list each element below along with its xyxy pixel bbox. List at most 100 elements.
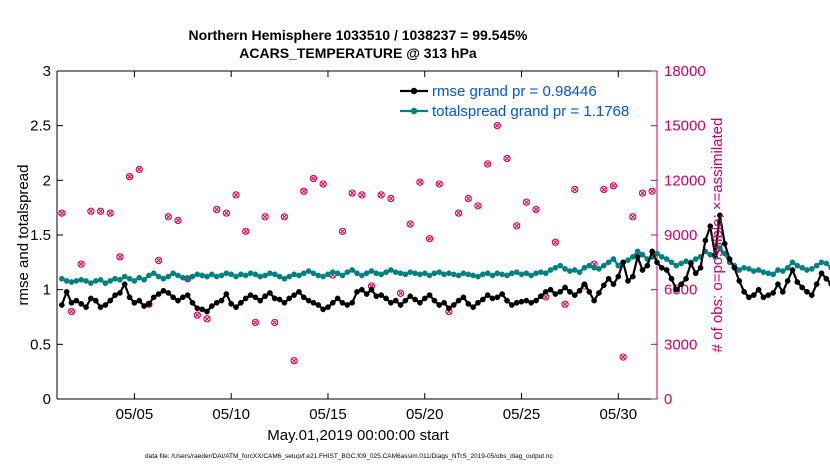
obs-count-point: [242, 227, 250, 236]
obs-assimilated-marker: [455, 210, 462, 216]
left-y-tick-label: 3: [43, 63, 51, 80]
totalspread-point: [112, 275, 118, 282]
obs-assimilated-marker: [562, 301, 568, 307]
obs-assimilated-marker: [436, 181, 443, 187]
rmse-point: [813, 281, 820, 288]
obs-count-point: [77, 260, 85, 268]
rmse-point: [804, 289, 810, 295]
obs-assimilated-marker: [523, 199, 530, 205]
totalspread-point: [305, 268, 312, 274]
rmse-point: [770, 290, 776, 296]
rmse-point: [688, 260, 694, 267]
obs-possible-marker: [164, 213, 172, 221]
obs-possible-marker: [387, 194, 395, 203]
rmse-point: [634, 254, 641, 260]
rmse-point: [97, 304, 104, 311]
obs-possible-marker: [116, 253, 124, 261]
totalspread-series: [58, 245, 830, 286]
totalspread-point: [692, 256, 699, 262]
obs-assimilated-marker: [465, 195, 472, 202]
totalspread-point: [673, 262, 680, 269]
rmse-point: [450, 302, 457, 308]
totalspread-point: [58, 275, 65, 282]
totalspread-point: [586, 262, 593, 269]
totalspread-point: [363, 270, 370, 277]
obs-possible-marker: [503, 154, 511, 163]
obs-assimilated-marker: [407, 221, 413, 227]
rmse-point: [78, 301, 85, 307]
rmse-point: [184, 292, 191, 298]
obs-assimilated-marker: [204, 316, 210, 322]
rmse-point: [325, 304, 331, 311]
rmse-point: [596, 290, 602, 296]
rmse-point: [107, 297, 114, 304]
rmse-point: [339, 299, 346, 306]
obs-possible-marker: [125, 173, 134, 181]
rmse-point: [436, 302, 443, 308]
rmse-point: [600, 282, 607, 289]
totalspread-point: [388, 267, 394, 273]
totalspread-point: [494, 270, 501, 277]
rmse-point: [625, 278, 631, 284]
totalspread-point: [131, 278, 138, 284]
obs-count-point: [503, 154, 511, 163]
totalspread-point: [242, 272, 249, 279]
totalspread-point: [446, 270, 452, 277]
totalspread-point: [325, 271, 331, 278]
obs-assimilated-marker: [504, 155, 510, 162]
obs-possible-marker: [435, 180, 443, 188]
obs-count-point: [338, 227, 347, 236]
obs-count-point: [116, 253, 124, 261]
obs-count-point: [174, 216, 182, 225]
obs-count-series: [58, 122, 656, 365]
rmse-point: [189, 299, 196, 306]
rmse-point: [179, 294, 186, 301]
rmse-point: [242, 295, 249, 302]
obs-assimilated-marker: [339, 228, 346, 235]
obs-count-point: [300, 187, 308, 195]
totalspread-point: [392, 269, 399, 276]
obs-count-point: [425, 234, 434, 243]
obs-count-point: [513, 222, 521, 230]
obs-count-point: [551, 238, 560, 246]
obs-possible-marker: [551, 238, 560, 246]
totalspread-point: [518, 271, 525, 278]
obs-assimilated-marker: [610, 183, 617, 189]
obs-count-point: [358, 191, 366, 199]
rmse-point: [446, 305, 452, 312]
totalspread-point: [63, 278, 70, 284]
rmse-point: [533, 297, 539, 304]
obs-assimilated-marker: [475, 203, 481, 209]
totalspread-point: [794, 262, 801, 269]
legend-rmse-label: rmse grand pr = 0.98446: [432, 83, 597, 100]
totalspread-point: [296, 272, 302, 279]
obs-count-point: [609, 182, 618, 190]
obs-assimilated-marker: [513, 223, 520, 229]
rmse-point: [150, 294, 157, 301]
obs-possible-marker: [416, 178, 424, 186]
rmse-point: [726, 256, 733, 262]
totalspread-point: [247, 270, 254, 277]
totalspread-point: [605, 259, 612, 266]
rmse-point: [300, 294, 307, 301]
totalspread-point: [567, 268, 573, 274]
totalspread-point: [639, 251, 646, 258]
rmse-point: [731, 264, 738, 271]
totalspread-point: [484, 270, 491, 277]
obs-count-point: [571, 185, 579, 194]
obs-assimilated-marker: [378, 192, 384, 198]
rmse-point: [576, 287, 583, 294]
obs-assimilated-marker: [107, 210, 113, 216]
totalspread-point: [271, 271, 278, 278]
obs-count-point: [483, 160, 492, 168]
right-y-tick-label: 15000: [664, 118, 706, 135]
obs-possible-marker: [300, 187, 308, 195]
x-axis-label: May.01,2019 00:00:00 start: [267, 427, 449, 444]
totalspread-point: [504, 272, 510, 279]
totalspread-point: [683, 258, 689, 265]
obs-assimilated-marker: [136, 166, 143, 173]
obs-assimilated-marker: [78, 261, 84, 267]
rmse-point: [136, 297, 143, 304]
rmse-point: [518, 298, 525, 305]
